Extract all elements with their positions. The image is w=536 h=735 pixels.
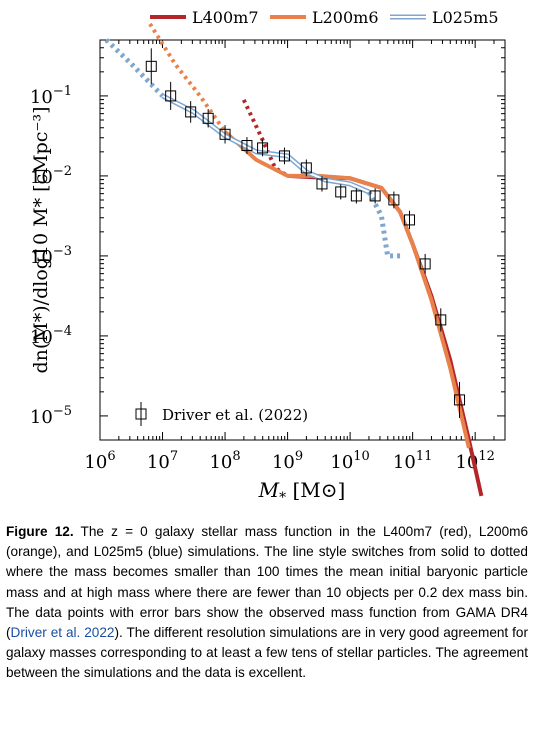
y-axis-label: dn(M*)/dlog10 M* [cMpc⁻³] [30, 106, 52, 373]
obs-point [335, 186, 347, 198]
obs-point [350, 190, 362, 202]
obs-point [369, 190, 381, 202]
obs-point [300, 162, 312, 174]
caption-text-before: The z = 0 galaxy stellar mass function i… [6, 524, 529, 641]
x-tick-exponent: 6 [107, 449, 115, 464]
x-label-unit: [M⊙] [286, 478, 345, 502]
obs-point [257, 142, 269, 154]
x-tick-label: 108 [209, 449, 240, 473]
series-dotted-L025m5 [366, 190, 401, 259]
y-tick-exponent: −3 [53, 244, 72, 259]
x-tick-label: 106 [84, 449, 115, 473]
stellar-mass-function-plot: 106 107 108 109 1010 1011 101210−510−410−310−2… [30, 22, 506, 506]
series-line-L200m6 [223, 130, 471, 449]
y-tick-exponent: −4 [53, 324, 72, 339]
series-dotted-L200m6 [148, 22, 227, 134]
x-tick-exponent: 8 [232, 449, 240, 464]
x-tick-exponent: 7 [170, 449, 178, 464]
observation-legend: Driver et al. (2022) [135, 402, 308, 426]
x-tick-exponent: 10 [353, 449, 370, 464]
obs-point [404, 214, 416, 226]
legend-label-L200m6: L200m6 [312, 8, 379, 27]
x-tick-exponent: 12 [478, 449, 495, 464]
obs-point [388, 194, 400, 206]
series-legend-svg: L400m7 L200m6 L025m5 [150, 8, 499, 27]
y-tick-exponent: −5 [53, 404, 72, 419]
obs-point [454, 394, 466, 406]
x-label-symbol: M [258, 478, 280, 502]
x-tick-label: 1010 [330, 449, 369, 473]
x-tick-exponent: 9 [295, 449, 303, 464]
obs-point [316, 178, 328, 190]
series-dotted-L025m5 [104, 38, 165, 98]
observation-points [145, 48, 466, 418]
caption-citation-link[interactable]: Driver et al. 2022 [10, 625, 115, 641]
caption-label: Figure 12. [6, 524, 74, 539]
obs-point [278, 150, 290, 162]
x-tick-label: 109 [272, 449, 303, 473]
obs-point [419, 258, 431, 270]
obs-legend-label: Driver et al. (2022) [162, 406, 308, 424]
axis-labels: dn(M*)/dlog10 M* [cMpc⁻³] M* [M⊙] [30, 106, 345, 506]
x-label-subscript: * [279, 490, 286, 506]
obs-point [219, 128, 231, 140]
y-tick-exponent: −2 [53, 164, 72, 179]
figure: 106 107 108 109 1010 1011 1012 10−5 10−4 10−3 10−2… [30, 6, 530, 506]
plot-frame [99, 39, 506, 441]
series-legend: L400m7 L200m6 L025m5 [150, 6, 530, 28]
x-tick-label: 107 [147, 449, 178, 473]
legend-label-L400m7: L400m7 [192, 8, 259, 27]
legend-label-L025m5: L025m5 [432, 8, 499, 27]
y-tick-exponent: −1 [53, 84, 72, 99]
x-tick-label: 1011 [393, 449, 432, 473]
x-axis-label: M* [M⊙] [258, 478, 346, 506]
obs-point [241, 140, 253, 152]
figure-caption: Figure 12. The z = 0 galaxy stellar mass… [6, 522, 528, 684]
axis-ticks: 106 107 108 109 1010 1011 101210−510−410−310−2… [30, 40, 505, 473]
caption-text-after: ). The different resolution simulations … [6, 625, 528, 681]
x-tick-exponent: 11 [416, 449, 433, 464]
obs-point [185, 106, 197, 118]
y-tick-label: 10−1 [30, 84, 72, 108]
obs-point [145, 60, 157, 72]
series-line-inner-L025m5 [162, 95, 370, 193]
obs-point [202, 112, 214, 124]
series-dotted-L400m7 [241, 99, 289, 178]
obs-point [165, 90, 177, 102]
y-tick-label: 10−5 [30, 404, 72, 428]
obs-point [435, 314, 447, 326]
